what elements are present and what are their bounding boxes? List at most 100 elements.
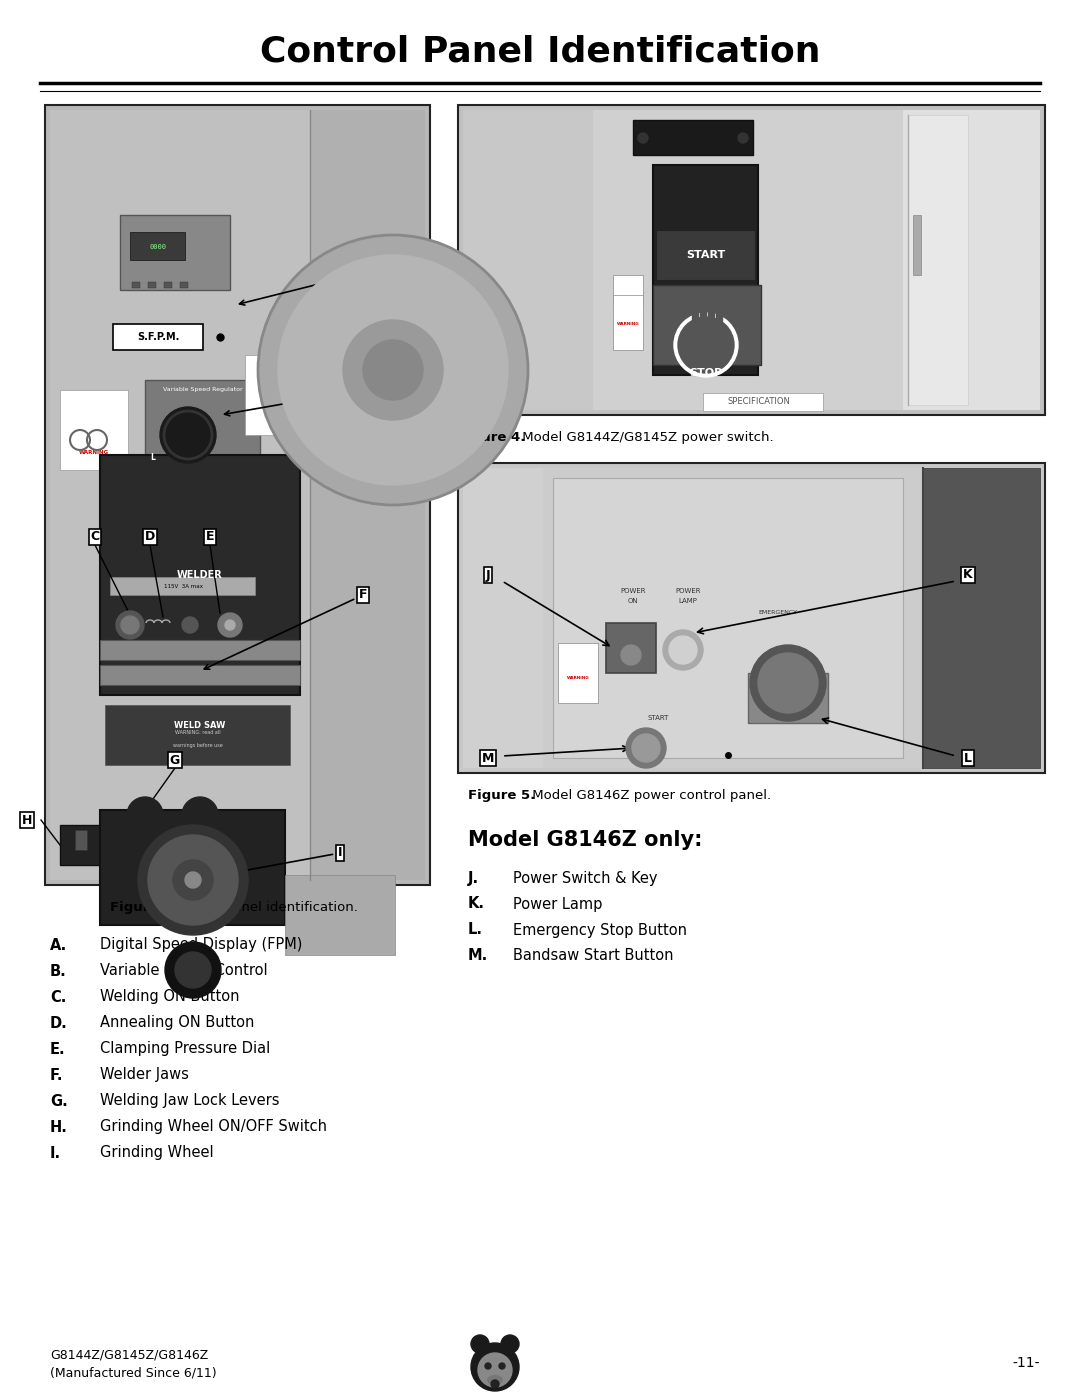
Bar [908,115,968,405]
Text: 0000: 0000 [149,244,166,250]
Text: Figure 4.: Figure 4. [458,430,525,443]
Bar [716,303,723,326]
Text: Grinding Wheel ON/OFF Switch: Grinding Wheel ON/OFF Switch [100,1119,327,1134]
Bar [543,468,923,768]
Text: H.: H. [50,1119,68,1134]
Bar [50,110,315,880]
Text: Model G8146Z power control panel.: Model G8146Z power control panel. [528,788,771,802]
Text: Figure 5.: Figure 5. [468,788,536,802]
Circle shape [148,835,238,925]
Circle shape [485,1363,491,1369]
Circle shape [678,317,734,373]
Text: Welding Jaw Lock Levers: Welding Jaw Lock Levers [100,1094,280,1108]
Circle shape [258,235,528,504]
Bar [60,390,129,469]
Text: STOP: STOP [689,367,723,379]
Circle shape [638,133,648,142]
Circle shape [738,133,748,142]
Bar [130,232,185,260]
Text: A.: A. [50,937,67,953]
Text: I.: I. [50,1146,62,1161]
Bar [558,643,598,703]
Text: WARNING: WARNING [79,450,109,455]
Bar [708,303,714,326]
Text: B: B [225,384,368,416]
Text: Welder Jaws: Welder Jaws [100,1067,189,1083]
Text: M.: M. [468,949,488,964]
Circle shape [185,872,201,888]
Circle shape [674,313,738,377]
Bar [692,303,698,326]
Text: J.: J. [468,870,480,886]
Text: B.: B. [50,964,67,978]
Text: E.: E. [50,1042,66,1056]
Circle shape [183,798,218,833]
Bar [148,282,156,288]
Text: WELD SAW: WELD SAW [174,721,226,729]
Bar [100,640,300,659]
Text: Power Switch & Key: Power Switch & Key [513,870,658,886]
Text: Power Lamp: Power Lamp [513,897,603,911]
Text: F.: F. [50,1067,64,1083]
Circle shape [758,652,818,712]
Text: Control panel identification.: Control panel identification. [168,901,357,915]
Circle shape [663,630,703,671]
Text: G8144Z/G8145Z/G8146Z: G8144Z/G8145Z/G8146Z [50,1348,208,1362]
Circle shape [160,407,216,462]
Circle shape [626,728,666,768]
Ellipse shape [487,1375,503,1384]
Text: L: L [964,752,972,764]
Text: A: A [240,267,368,305]
Circle shape [343,320,443,420]
Bar [100,810,285,925]
Text: L.: L. [468,922,483,937]
Text: L: L [150,453,156,461]
Bar [458,462,1045,773]
Bar [923,468,1040,768]
Bar [245,355,300,434]
Circle shape [165,942,221,997]
Text: WARNING: WARNING [259,398,286,402]
Bar [458,105,1045,415]
Circle shape [175,951,211,988]
Text: WARNING: read all: WARNING: read all [175,731,220,735]
Text: M: M [482,752,495,764]
Text: POWER: POWER [675,588,701,594]
Text: Digital Speed Display (FPM): Digital Speed Display (FPM) [100,937,302,953]
Text: Model G8144Z/G8145Z power switch.: Model G8144Z/G8145Z power switch. [518,430,773,443]
Text: Welding ON Button: Welding ON Button [100,989,240,1004]
Bar [110,577,255,595]
Bar [633,120,753,155]
Text: LAMP: LAMP [678,598,698,604]
Circle shape [183,617,198,633]
Circle shape [363,339,423,400]
Bar [613,275,643,305]
Bar [100,665,300,685]
Bar [627,650,634,664]
Text: START: START [687,250,726,260]
Circle shape [632,733,660,761]
Text: Annealing ON Button: Annealing ON Button [100,1016,255,1031]
Text: EMERGENCY: EMERGENCY [758,610,797,616]
Text: I: I [198,847,342,880]
Bar [606,623,656,673]
Circle shape [478,1354,512,1387]
Text: F: F [204,588,367,669]
Text: POWER: POWER [620,588,646,594]
Text: WELDER: WELDER [177,570,222,580]
Circle shape [491,1380,499,1389]
Bar [748,673,828,724]
Bar [653,285,761,365]
Text: START: START [647,715,669,721]
Bar [656,231,755,279]
Text: E: E [206,531,214,543]
Text: G: G [170,753,180,767]
Bar [613,295,643,351]
Text: C: C [91,531,99,543]
Circle shape [621,645,642,665]
Text: SPECIFICATION: SPECIFICATION [728,398,791,407]
Circle shape [501,1336,519,1354]
Text: (Manufactured Since 6/11): (Manufactured Since 6/11) [50,1366,217,1379]
Text: -11-: -11- [1013,1356,1040,1370]
Circle shape [121,616,139,634]
